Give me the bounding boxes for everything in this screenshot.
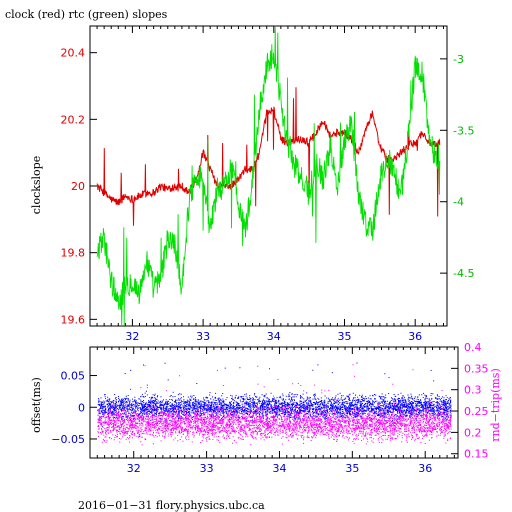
bottom-x-tick-label: 36 bbox=[418, 462, 432, 475]
bottom-y-axis-label: offset(ms) bbox=[30, 377, 43, 433]
series-line-clock bbox=[96, 87, 441, 226]
top-x-tick-label: 34 bbox=[267, 330, 281, 343]
top-x-tick-label: 36 bbox=[408, 330, 422, 343]
top-y2-tick-label: -4.5 bbox=[453, 267, 474, 280]
chart-title: clock (red) rtc (green) slopes bbox=[5, 8, 168, 21]
bottom-x-tick-label: 35 bbox=[345, 462, 359, 475]
bottom-x-tick-label: 34 bbox=[272, 462, 286, 475]
bottom-x-tick-label: 33 bbox=[200, 462, 214, 475]
top-y-tick-label: 20 bbox=[71, 180, 85, 193]
bottom-y2-tick-label: 0.4 bbox=[464, 341, 482, 354]
top-y2-tick-label: -3 bbox=[453, 53, 464, 66]
bottom-y2-tick-label: 0.3 bbox=[464, 384, 482, 397]
bottom-y2-tick-label: 0.2 bbox=[464, 426, 482, 439]
top-x-tick-label: 35 bbox=[337, 330, 351, 343]
top-x-tick-label: 33 bbox=[196, 330, 210, 343]
bottom-frame bbox=[89, 346, 459, 459]
bottom-y2-tick-label: 0.35 bbox=[464, 362, 489, 375]
bottom-chart: 32 33 34 35 36 −0.05 0 0.05 0.15 0.2 0.25 0.3 0.35 0.… bbox=[51, 341, 488, 475]
roundtrip-points bbox=[97, 364, 452, 446]
top-y-tick-label: 20.4 bbox=[61, 47, 86, 60]
top-y-tick-label: 20.2 bbox=[61, 113, 86, 126]
bottom-y-tick-label: 0.05 bbox=[61, 370, 86, 383]
series-line-rtc bbox=[96, 26, 441, 326]
bottom-x-tick-label: 32 bbox=[127, 462, 141, 475]
bottom-right-axis-label: rnd−trip(ms) bbox=[489, 368, 502, 442]
top-y2-tick-label: -3.5 bbox=[453, 124, 474, 137]
top-y-tick-label: 19.6 bbox=[61, 313, 86, 326]
top-y-axis-label: clockslope bbox=[30, 156, 43, 214]
top-frame bbox=[89, 25, 448, 327]
top-chart: 32 33 34 35 36 19.6 19.8 20 20.2 20.4 -4.5 -4 -3.5 -3 bbox=[61, 25, 474, 343]
bottom-y-tick-label: −0.05 bbox=[51, 433, 85, 446]
footer-text: 2016−01−31 flory.physics.ubc.ca bbox=[78, 499, 265, 512]
top-y2-tick-label: -4 bbox=[453, 196, 464, 209]
bottom-y2-tick-label: 0.15 bbox=[464, 448, 489, 461]
bottom-y2-tick-label: 0.25 bbox=[464, 405, 489, 418]
bottom-y-tick-label: 0 bbox=[78, 401, 85, 414]
roundtrip-point-cloud bbox=[97, 364, 452, 446]
top-x-tick-label: 32 bbox=[125, 330, 139, 343]
top-y-tick-label: 19.8 bbox=[61, 247, 86, 260]
